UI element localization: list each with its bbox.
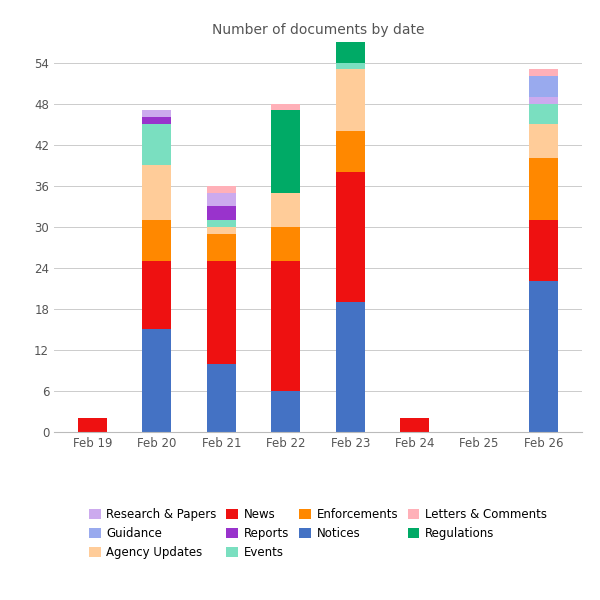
Bar [142,220,172,261]
Bar [142,165,172,220]
Bar [400,418,429,432]
Bar [529,76,558,97]
Bar [336,131,365,172]
Bar [336,14,365,22]
Bar [142,329,172,432]
Legend: Research & Papers, Guidance, Agency Updates, News, Reports, Events, Enforcements: Research & Papers, Guidance, Agency Upda… [89,508,547,559]
Bar [529,97,558,104]
Bar [207,233,236,261]
Bar [207,193,236,206]
Bar [271,261,300,391]
Bar [529,158,558,220]
Bar [336,302,365,432]
Bar [142,117,172,124]
Bar [529,70,558,76]
Bar [336,42,365,62]
Bar [142,124,172,165]
Bar [207,261,236,364]
Bar [336,62,365,70]
Bar [142,110,172,117]
Bar [142,261,172,329]
Bar [529,124,558,158]
Bar [271,193,300,227]
Bar [336,70,365,131]
Bar [207,185,236,193]
Title: Number of documents by date: Number of documents by date [212,23,424,37]
Bar [336,172,365,302]
Bar [529,104,558,124]
Bar [529,220,558,281]
Bar [207,364,236,432]
Bar [207,227,236,233]
Bar [336,22,365,35]
Bar [271,227,300,261]
Bar [271,104,300,110]
Bar [207,206,236,220]
Bar [78,418,107,432]
Bar [271,391,300,432]
Bar [271,110,300,193]
Bar [529,281,558,432]
Bar [336,35,365,42]
Bar [207,220,236,227]
